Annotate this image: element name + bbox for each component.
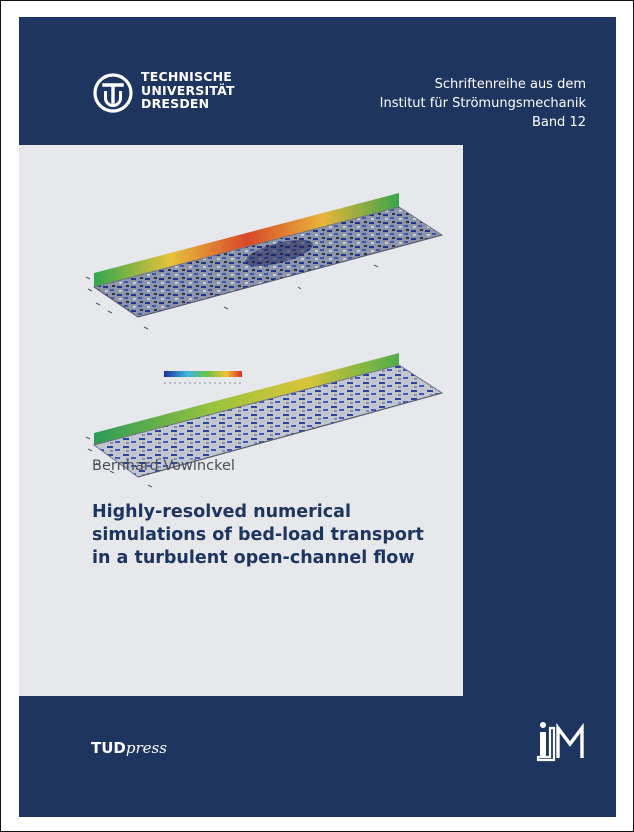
- university-line-3: DRESDEN: [141, 96, 210, 111]
- simulation-figure: [85, 193, 444, 488]
- author-name: Bernhard Vowinckel: [92, 458, 235, 474]
- university-line-1: TECHNISCHE: [141, 69, 232, 84]
- ism-institute-logo: [536, 722, 584, 762]
- title-line-2: simulations of bed-load transport: [92, 525, 424, 545]
- tu-dresden-emblem-icon: [93, 73, 133, 113]
- series-line-2: Institut für Strömungsmechanik: [379, 96, 586, 111]
- upper-channel-plot: [85, 193, 444, 330]
- publisher-logo: TUDpress: [91, 739, 167, 757]
- title-line-1: Highly-resolved numerical: [92, 502, 351, 522]
- publisher-suffix: press: [125, 739, 167, 757]
- publisher-brand: TUD: [91, 739, 126, 757]
- university-line-2: UNIVERSITÄT: [141, 82, 235, 98]
- title-line-3: in a turbulent open-channel flow: [92, 548, 415, 568]
- lower-channel-plot: [85, 353, 444, 488]
- cover-panel: Bernhard Vowinckel Highly-resolved numer…: [19, 145, 463, 696]
- book-title: Highly-resolved numerical simulations of…: [92, 501, 452, 570]
- series-volume: Band 12: [531, 115, 586, 130]
- tu-dresden-logo: TECHNISCHE UNIVERSITÄT DRESDEN: [91, 67, 261, 127]
- series-line-1: Schriftenreihe aus dem: [434, 77, 586, 92]
- series-info: Schriftenreihe aus dem Institut für Strö…: [380, 75, 586, 132]
- color-scale-bar: [164, 371, 242, 384]
- book-cover: TECHNISCHE UNIVERSITÄT DRESDEN Schriften…: [19, 17, 616, 817]
- university-name: TECHNISCHE UNIVERSITÄT DRESDEN: [141, 70, 235, 111]
